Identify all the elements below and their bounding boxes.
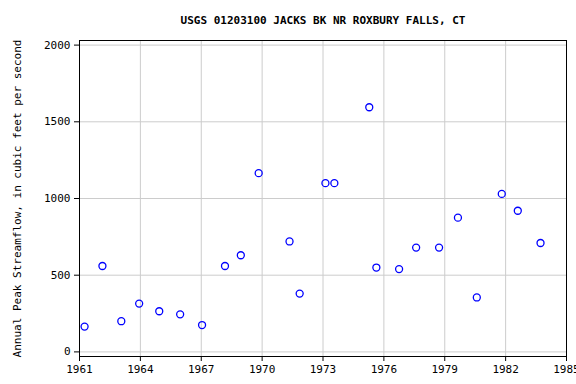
svg-text:1500: 1500 (44, 115, 71, 128)
svg-text:1961: 1961 (66, 363, 93, 376)
svg-text:1967: 1967 (188, 363, 215, 376)
svg-text:0: 0 (64, 345, 71, 358)
svg-text:1982: 1982 (492, 363, 519, 376)
svg-text:1964: 1964 (127, 363, 154, 376)
svg-text:500: 500 (51, 269, 71, 282)
svg-text:1979: 1979 (432, 363, 459, 376)
svg-text:1970: 1970 (249, 363, 276, 376)
svg-text:1973: 1973 (310, 363, 337, 376)
svg-text:1976: 1976 (371, 363, 398, 376)
svg-text:Annual Peak Streamflow, in cub: Annual Peak Streamflow, in cubic feet pe… (11, 40, 24, 358)
svg-text:2000: 2000 (44, 39, 71, 52)
svg-text:USGS 01203100 JACKS BK NR ROXB: USGS 01203100 JACKS BK NR ROXBURY FALLS,… (181, 14, 466, 27)
svg-text:1985: 1985 (553, 363, 576, 376)
svg-text:1000: 1000 (44, 192, 71, 205)
